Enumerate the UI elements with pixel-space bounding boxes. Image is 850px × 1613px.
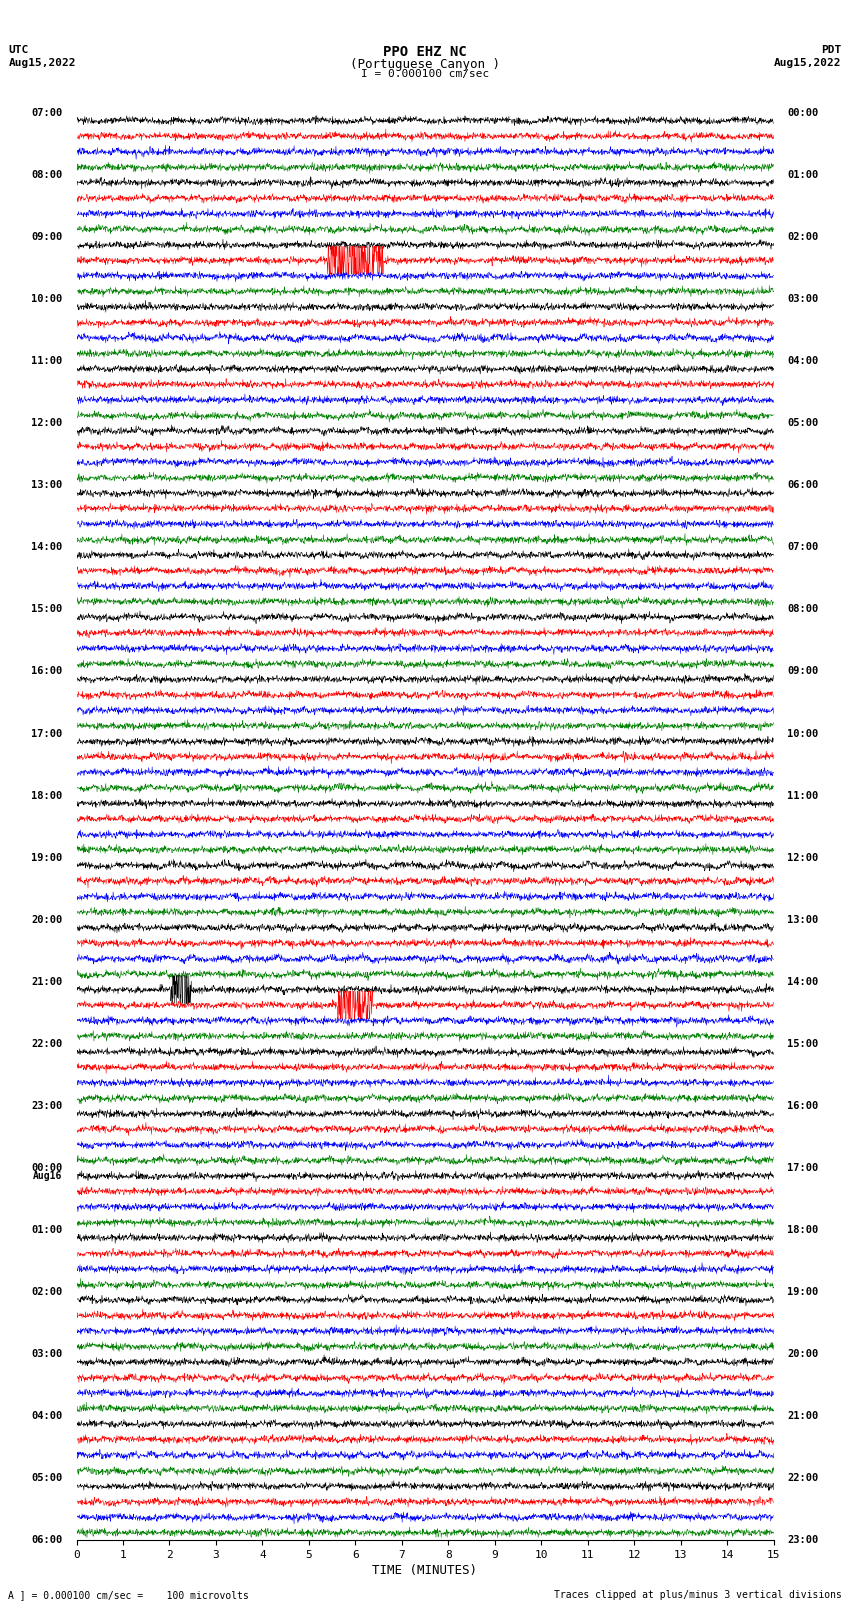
Text: 04:00: 04:00 (31, 1411, 63, 1421)
Text: Aug15,2022: Aug15,2022 (774, 58, 842, 68)
Text: 17:00: 17:00 (787, 1163, 819, 1173)
Text: 11:00: 11:00 (787, 790, 819, 800)
Text: 00:00: 00:00 (31, 1163, 63, 1173)
Text: 02:00: 02:00 (787, 232, 819, 242)
Text: 23:00: 23:00 (787, 1536, 819, 1545)
Text: 19:00: 19:00 (31, 853, 63, 863)
Text: 15:00: 15:00 (31, 605, 63, 615)
Text: 23:00: 23:00 (31, 1102, 63, 1111)
Text: 08:00: 08:00 (787, 605, 819, 615)
Text: 12:00: 12:00 (787, 853, 819, 863)
Text: A ] = 0.000100 cm/sec =    100 microvolts: A ] = 0.000100 cm/sec = 100 microvolts (8, 1590, 249, 1600)
Text: 18:00: 18:00 (787, 1226, 819, 1236)
X-axis label: TIME (MINUTES): TIME (MINUTES) (372, 1565, 478, 1578)
Text: 19:00: 19:00 (787, 1287, 819, 1297)
Text: 13:00: 13:00 (31, 481, 63, 490)
Text: 04:00: 04:00 (787, 356, 819, 366)
Text: 20:00: 20:00 (31, 915, 63, 924)
Text: 01:00: 01:00 (31, 1226, 63, 1236)
Text: Aug16: Aug16 (33, 1171, 63, 1181)
Text: 18:00: 18:00 (31, 790, 63, 800)
Text: 02:00: 02:00 (31, 1287, 63, 1297)
Text: 22:00: 22:00 (31, 1039, 63, 1048)
Text: 11:00: 11:00 (31, 356, 63, 366)
Text: 16:00: 16:00 (31, 666, 63, 676)
Text: Traces clipped at plus/minus 3 vertical divisions: Traces clipped at plus/minus 3 vertical … (553, 1590, 842, 1600)
Text: 09:00: 09:00 (31, 232, 63, 242)
Text: 14:00: 14:00 (31, 542, 63, 552)
Text: 00:00: 00:00 (787, 108, 819, 118)
Text: (Portuguese Canyon ): (Portuguese Canyon ) (350, 58, 500, 71)
Text: 07:00: 07:00 (787, 542, 819, 552)
Text: Aug15,2022: Aug15,2022 (8, 58, 76, 68)
Text: 10:00: 10:00 (31, 294, 63, 305)
Text: 03:00: 03:00 (787, 294, 819, 305)
Text: 05:00: 05:00 (31, 1473, 63, 1484)
Text: 06:00: 06:00 (31, 1536, 63, 1545)
Text: 05:00: 05:00 (787, 418, 819, 427)
Text: 03:00: 03:00 (31, 1348, 63, 1360)
Text: PDT: PDT (821, 45, 842, 55)
Text: 14:00: 14:00 (787, 977, 819, 987)
Text: 09:00: 09:00 (787, 666, 819, 676)
Text: 16:00: 16:00 (787, 1102, 819, 1111)
Text: I = 0.000100 cm/sec: I = 0.000100 cm/sec (361, 69, 489, 79)
Text: 21:00: 21:00 (787, 1411, 819, 1421)
Text: UTC: UTC (8, 45, 29, 55)
Text: 20:00: 20:00 (787, 1348, 819, 1360)
Text: 01:00: 01:00 (787, 169, 819, 181)
Text: 15:00: 15:00 (787, 1039, 819, 1048)
Text: 21:00: 21:00 (31, 977, 63, 987)
Text: PPO EHZ NC: PPO EHZ NC (383, 45, 467, 60)
Text: 22:00: 22:00 (787, 1473, 819, 1484)
Text: 07:00: 07:00 (31, 108, 63, 118)
Text: 12:00: 12:00 (31, 418, 63, 427)
Text: 08:00: 08:00 (31, 169, 63, 181)
Text: 17:00: 17:00 (31, 729, 63, 739)
Text: 10:00: 10:00 (787, 729, 819, 739)
Text: 13:00: 13:00 (787, 915, 819, 924)
Text: 06:00: 06:00 (787, 481, 819, 490)
